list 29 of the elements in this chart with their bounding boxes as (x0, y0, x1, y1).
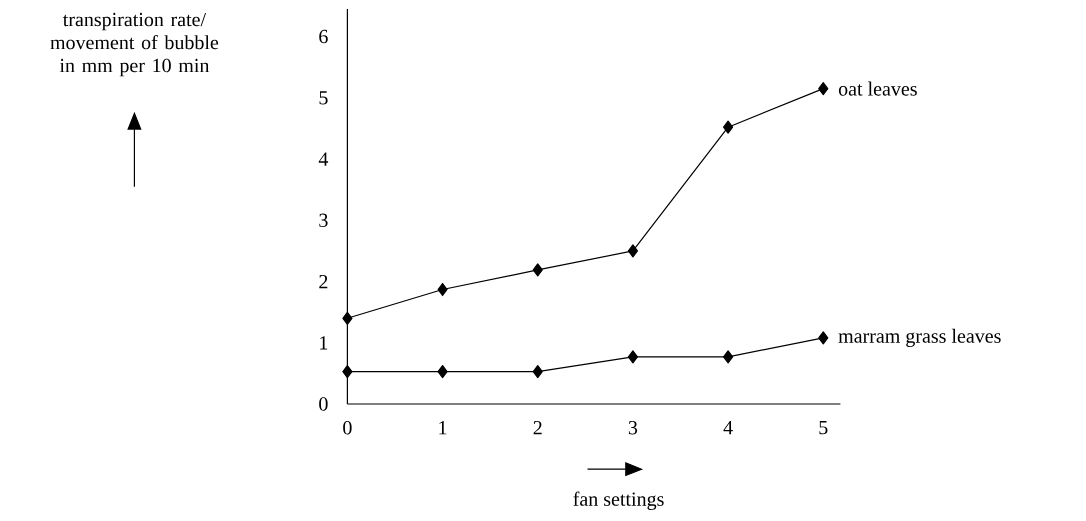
y-tick-label: 0 (319, 397, 328, 411)
text: transpiration rate/ movement of bubble in mm per 10 min (50, 12, 219, 77)
x-tick-label: 5 (819, 421, 828, 435)
point (532, 263, 543, 277)
point (722, 120, 734, 134)
y-tick-label: 4 (318, 152, 329, 166)
point (722, 350, 734, 364)
point (437, 364, 448, 379)
y-tick-label: 2 (319, 274, 328, 289)
point (627, 244, 639, 258)
point (342, 311, 353, 325)
point (627, 350, 639, 364)
point (437, 282, 448, 297)
x-tick-label: 2 (533, 421, 542, 435)
point (342, 364, 353, 379)
y-tick-label: 1 (320, 336, 328, 350)
x-tick-label: 3 (628, 421, 638, 435)
y-tick-label: 5 (319, 91, 328, 105)
y-tick-label: 3 (319, 213, 328, 228)
point (818, 331, 829, 345)
x-tick-label: 1 (439, 421, 447, 435)
series-label: marram grass leaves (838, 328, 1001, 347)
y-tick-label: 6 (319, 29, 328, 44)
point (818, 82, 829, 96)
point (532, 364, 543, 379)
x-tick-label: 4 (723, 421, 733, 435)
x-tick-label: 0 (343, 421, 352, 435)
series-label: oat leaves (838, 81, 917, 96)
x-axis-title: fan settings (573, 491, 664, 510)
